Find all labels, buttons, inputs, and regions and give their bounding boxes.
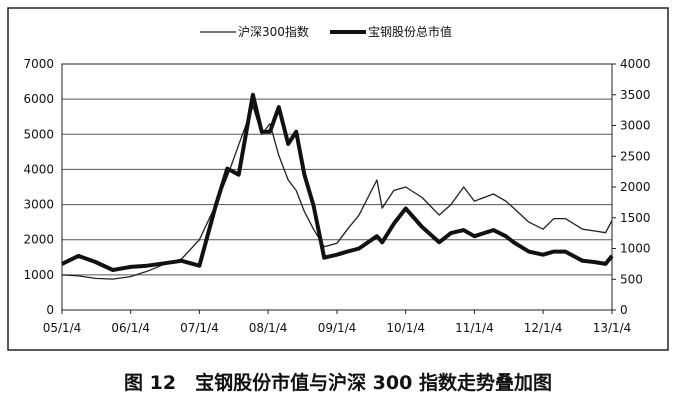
y-tick-label: 7000 [23,57,54,71]
y2-tick-label: 1000 [620,242,651,256]
y-tick-label: 0 [46,303,54,317]
y2-tick-label: 500 [620,272,643,286]
y-tick-label: 3000 [23,198,54,212]
x-tick-label: 12/1/4 [524,321,563,335]
x-tick-label: 08/1/4 [249,321,288,335]
y-tick-label: 6000 [23,92,54,106]
y2-tick-label: 4000 [620,57,651,71]
x-tick-label: 10/1/4 [386,321,425,335]
y2-tick-label: 3500 [620,88,651,102]
x-tick-label: 09/1/4 [318,321,357,335]
y-tick-label: 1000 [23,268,54,282]
legend-label: 沪深300指数 [238,24,309,39]
x-tick-label: 07/1/4 [180,321,219,335]
y-tick-label: 2000 [23,233,54,247]
series-line [61,92,614,272]
chart-frame [7,7,669,351]
y-tick-label: 5000 [23,127,54,141]
y2-tick-label: 3000 [620,119,651,133]
legend-label: 宝钢股份总市值 [368,24,452,39]
series-line [61,105,613,280]
y2-tick-label: 2500 [620,149,651,163]
x-tick-label: 13/1/4 [593,321,632,335]
chart-caption: 图 12 宝钢股份市值与沪深 300 指数走势叠加图 [124,371,552,394]
x-tick-label: 05/1/4 [43,321,82,335]
y2-tick-label: 0 [620,303,628,317]
x-tick-label: 11/1/4 [455,321,494,335]
y2-tick-label: 1500 [620,211,651,225]
plot-frame [61,63,613,311]
y2-tick-label: 2000 [620,180,651,194]
y-tick-label: 4000 [23,162,54,176]
x-tick-label: 06/1/4 [111,321,150,335]
